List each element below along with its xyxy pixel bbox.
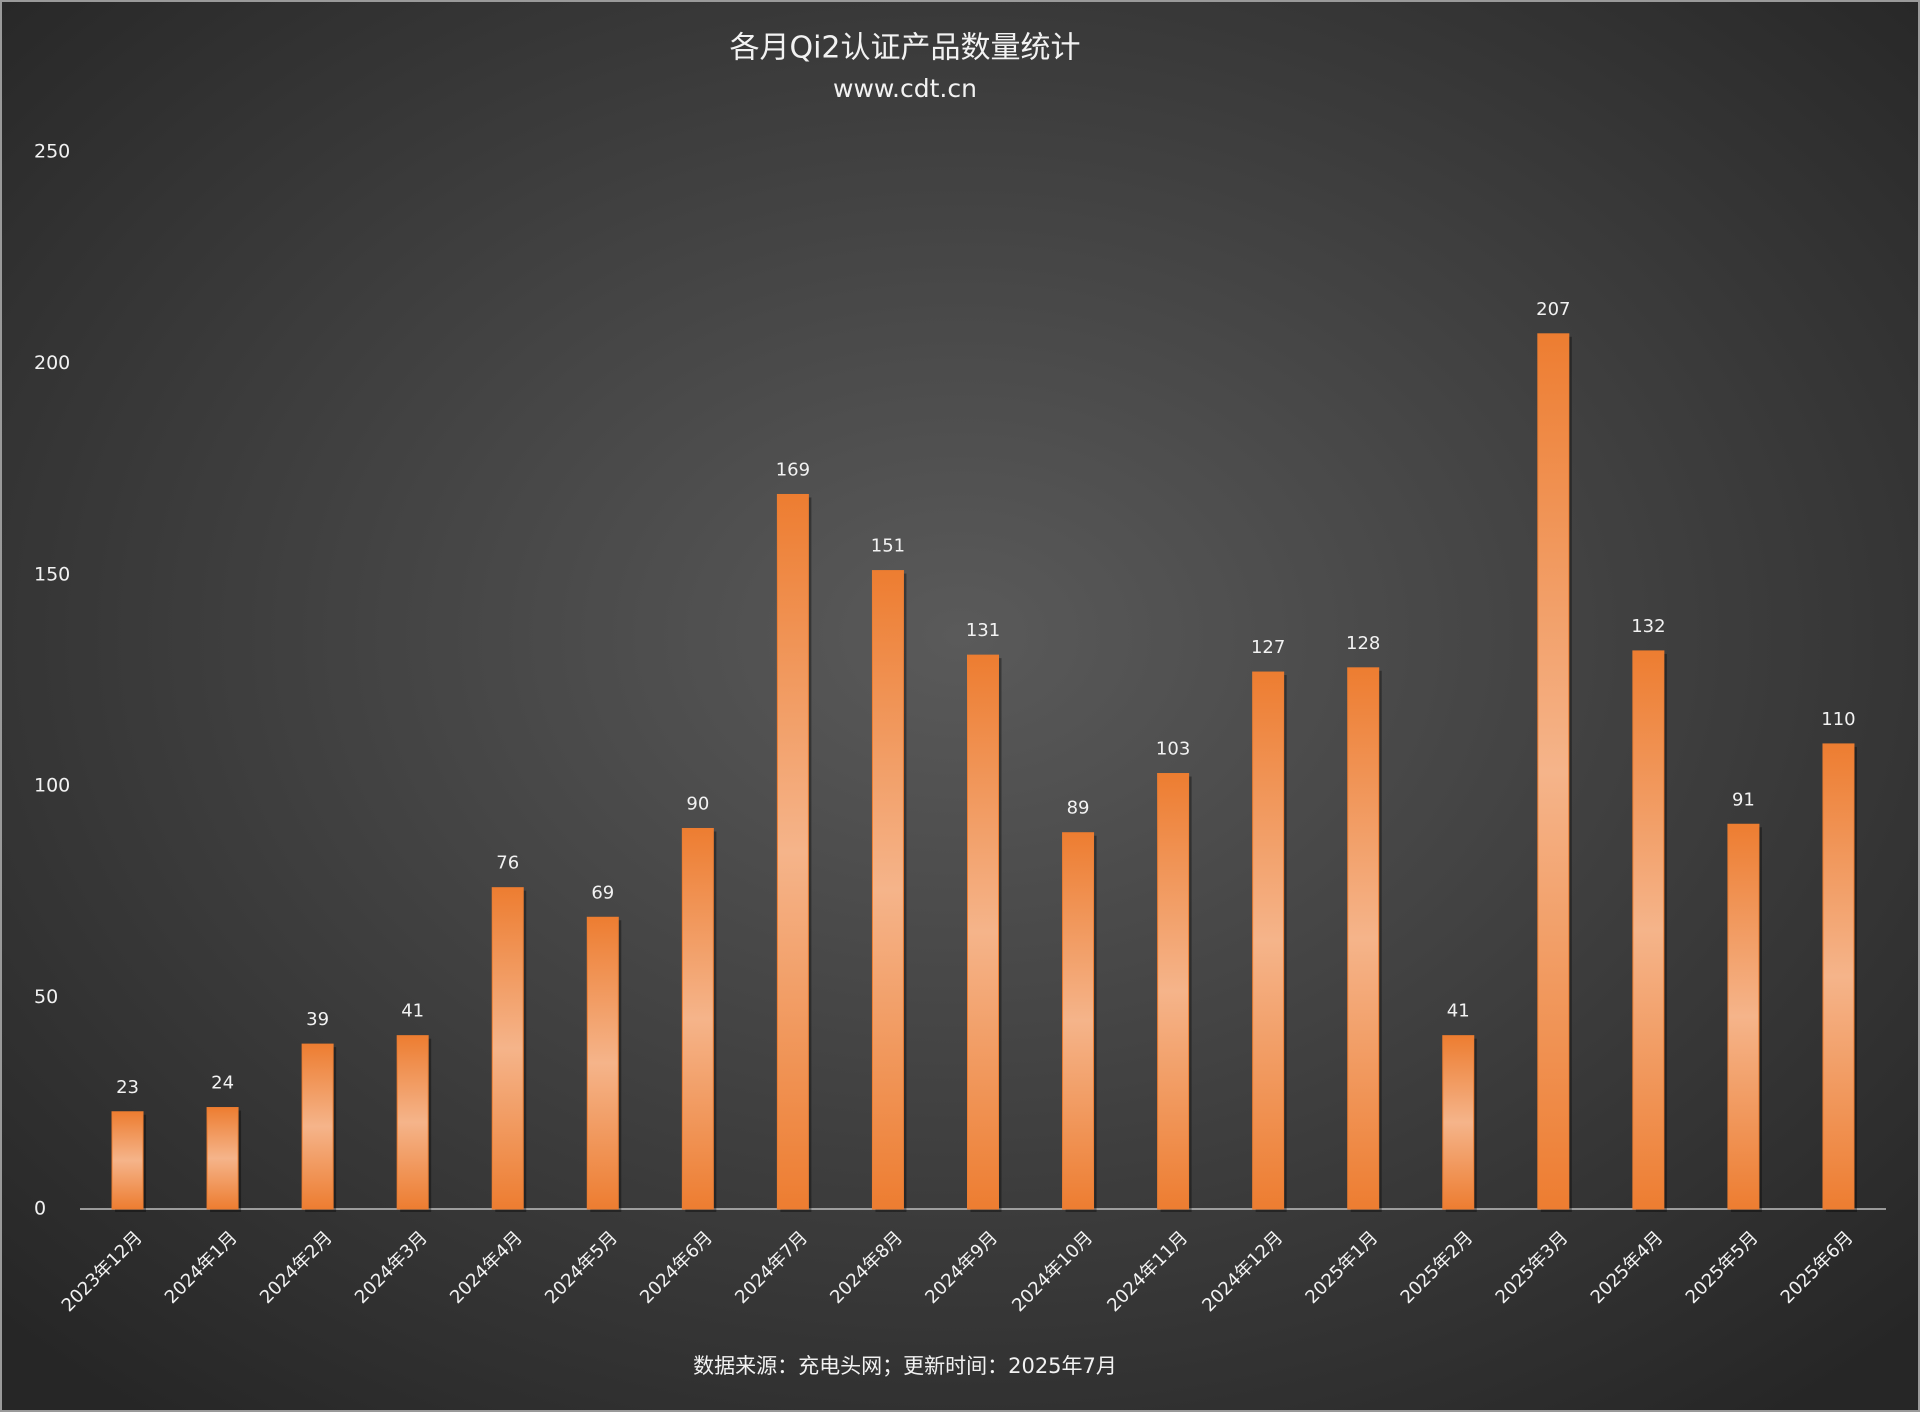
chart-title: 各月Qi2认证产品数量统计 [729,31,1080,66]
y-tick-label: 100 [34,775,70,797]
bar [1252,671,1285,1210]
bar [1632,650,1665,1210]
bar [111,1111,144,1210]
y-tick-label: 150 [34,563,70,585]
bar [967,654,999,1210]
data-label: 90 [686,793,709,814]
bar [396,1035,429,1210]
data-label: 207 [1536,299,1570,320]
source-note: 数据来源：充电头网；更新时间：2025年7月 [693,1354,1117,1378]
data-label: 110 [1821,709,1855,730]
bar [1157,773,1190,1210]
chart-subtitle: www.cdt.cn [833,74,977,103]
data-label: 23 [116,1077,139,1098]
y-tick-label: 0 [34,1198,46,1220]
bar [586,916,619,1210]
data-label: 39 [306,1009,329,1030]
data-label: 127 [1251,637,1285,658]
bar [1822,743,1855,1210]
y-tick-label: 250 [34,141,70,163]
bar [871,570,904,1210]
data-label: 103 [1156,739,1190,760]
data-label: 89 [1067,798,1090,819]
data-label: 132 [1631,616,1665,637]
bar [1442,1035,1475,1210]
data-label: 41 [1447,1001,1470,1022]
bar [1537,333,1570,1210]
data-label: 41 [401,1001,424,1022]
data-label: 24 [211,1073,234,1094]
data-label: 131 [966,620,1000,641]
data-label: 91 [1732,789,1755,810]
data-label: 76 [496,853,519,874]
y-tick-label: 200 [34,352,70,374]
bar [1727,823,1760,1210]
bar [206,1107,239,1210]
data-label: 69 [591,882,614,903]
bar [491,887,524,1210]
bar [681,827,714,1210]
y-tick-label: 50 [34,986,58,1008]
bar [301,1043,334,1210]
bar [776,493,809,1210]
bar [1347,667,1380,1210]
data-label: 169 [776,459,810,480]
data-label: 128 [1346,633,1380,654]
bar [1062,832,1095,1210]
data-label: 151 [871,536,905,557]
